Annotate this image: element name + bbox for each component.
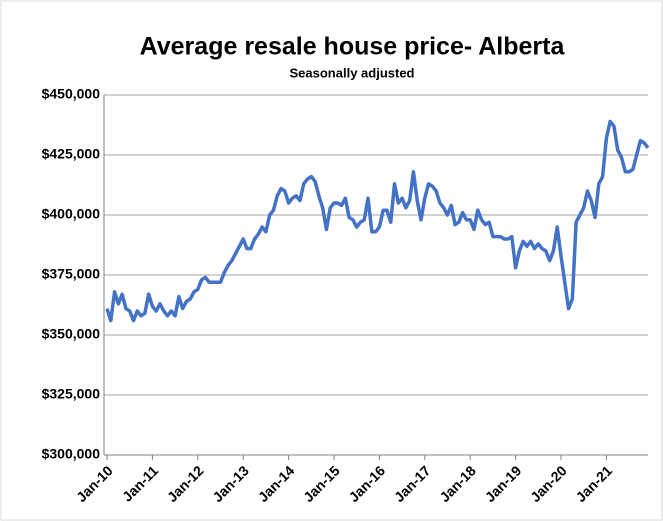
y-tick-label: $325,000 [42,386,101,402]
y-tick-label: $425,000 [42,146,101,162]
y-tick-label: $400,000 [42,206,101,222]
chart-title: Average resale house price- Alberta [140,33,566,61]
y-tick-label: $350,000 [42,326,101,342]
y-tick-label: $300,000 [42,446,101,462]
chart-subtitle: Seasonally adjusted [290,65,415,80]
y-tick-label: $375,000 [42,266,101,282]
data-line [105,119,650,323]
y-tick-label: $450,000 [42,86,101,102]
